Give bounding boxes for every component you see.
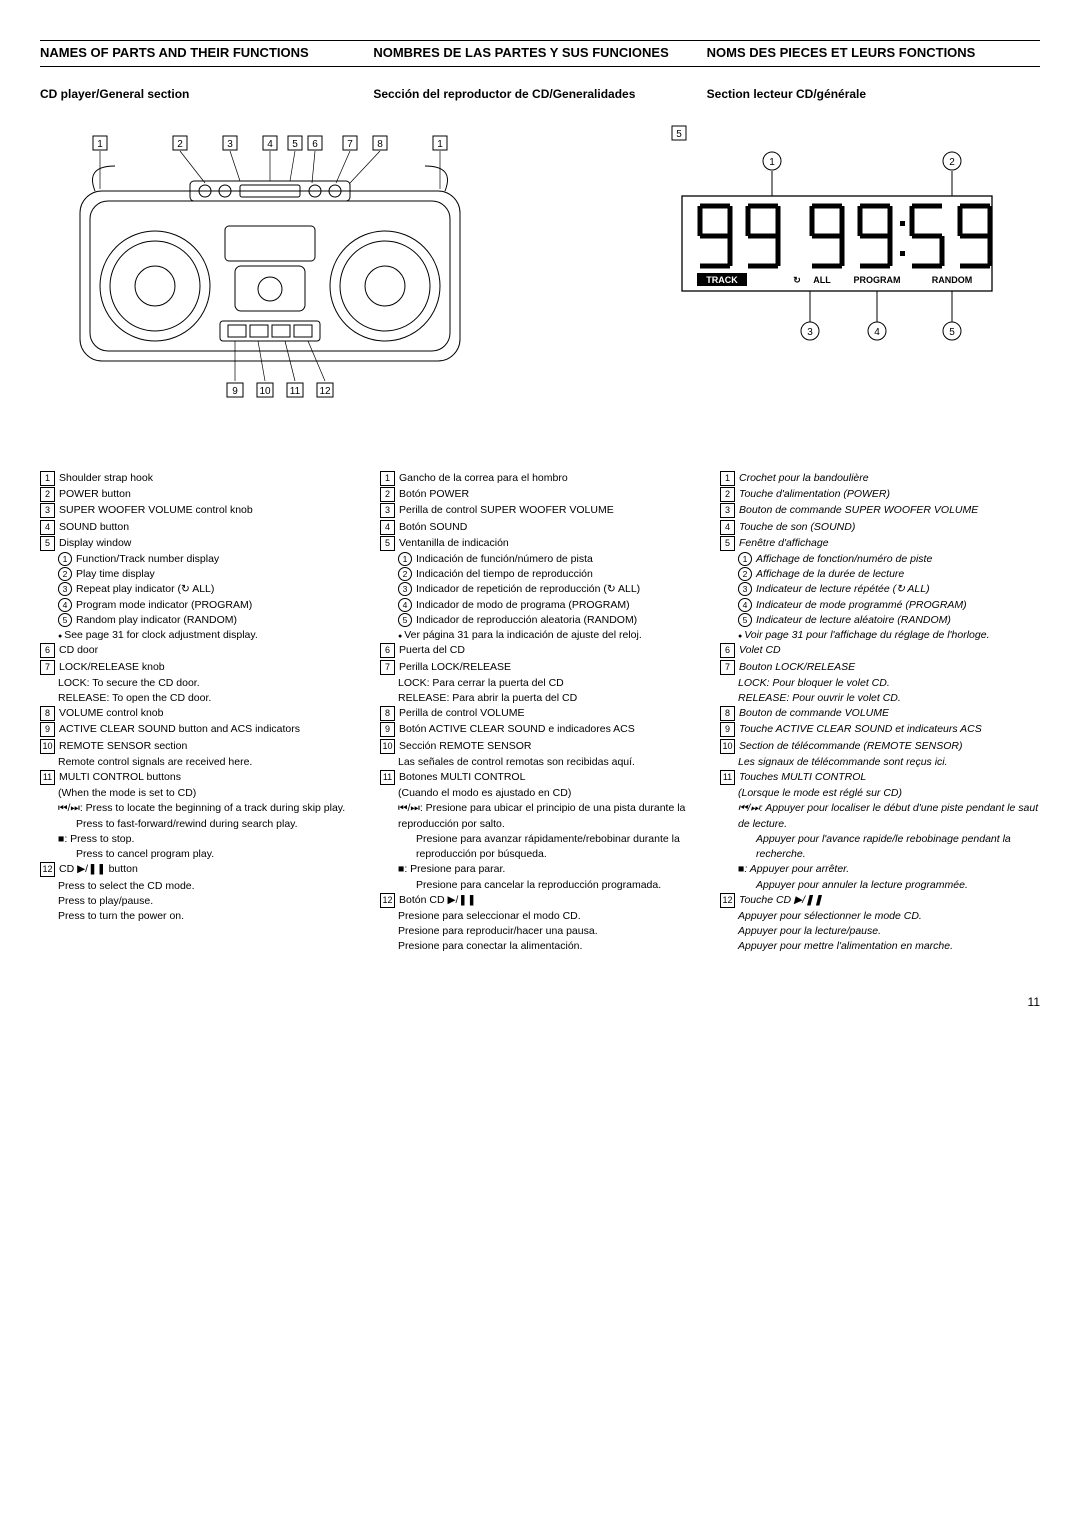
svg-text:RANDOM: RANDOM (932, 275, 973, 285)
svg-text:8: 8 (377, 139, 383, 150)
svg-text:7: 7 (347, 139, 353, 150)
subtitle-row: CD player/General section Sección del re… (40, 87, 1040, 101)
svg-text:2: 2 (949, 157, 955, 168)
svg-text:10: 10 (259, 386, 271, 397)
svg-text:2: 2 (177, 139, 183, 150)
body-row: 1Shoulder strap hook 2POWER button 3SUPE… (40, 471, 1040, 955)
svg-text:6: 6 (312, 139, 318, 150)
col-es: 1Gancho de la correa para el hombro 2Bot… (380, 471, 700, 955)
svg-text:9: 9 (232, 386, 238, 397)
svg-text:↻: ↻ (793, 275, 801, 285)
svg-text:1: 1 (769, 157, 775, 168)
svg-text:5: 5 (292, 139, 298, 150)
page-number: 11 (40, 995, 1040, 1009)
svg-text:3: 3 (807, 327, 813, 338)
svg-text:1: 1 (97, 139, 103, 150)
svg-text:TRACK: TRACK (706, 275, 738, 285)
col-en: 1Shoulder strap hook 2POWER button 3SUPE… (40, 471, 360, 955)
svg-text:4: 4 (874, 327, 880, 338)
svg-text:3: 3 (227, 139, 233, 150)
svg-text:1: 1 (437, 139, 443, 150)
svg-text:PROGRAM: PROGRAM (854, 275, 901, 285)
device-diagram: 123456781 (40, 121, 622, 441)
subtitle-fr: Section lecteur CD/générale (707, 87, 1040, 101)
diagram-row: 123456781 (40, 121, 1040, 441)
svg-text:12: 12 (319, 386, 331, 397)
svg-text:5: 5 (949, 327, 955, 338)
display-top-callout: 5 (676, 129, 682, 140)
subtitle-es: Sección del reproductor de CD/Generalida… (373, 87, 706, 101)
svg-text:ALL: ALL (813, 275, 831, 285)
title-en: NAMES OF PARTS AND THEIR FUNCTIONS (40, 45, 373, 62)
section-title-row: NAMES OF PARTS AND THEIR FUNCTIONS NOMBR… (40, 40, 1040, 67)
display-diagram: 5 1 2 TRACK ↻ ALL PROGRAM RANDOM (622, 121, 1040, 381)
col-fr: 1Crochet pour la bandoulière 2Touche d'a… (720, 471, 1040, 955)
svg-text:4: 4 (267, 139, 273, 150)
title-es: NOMBRES DE LAS PARTES Y SUS FUNCIONES (373, 45, 706, 62)
title-fr: NOMS DES PIECES ET LEURS FONCTIONS (707, 45, 1040, 62)
subtitle-en: CD player/General section (40, 87, 373, 101)
svg-text:11: 11 (290, 386, 301, 397)
